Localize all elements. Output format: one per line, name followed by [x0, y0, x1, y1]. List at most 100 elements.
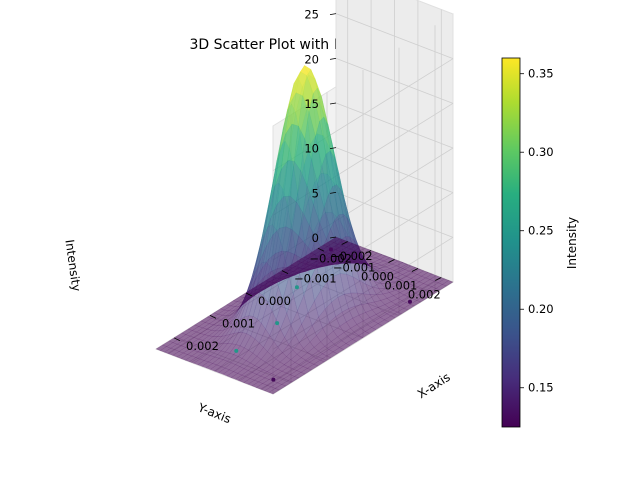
surface-cell	[335, 245, 347, 252]
z-tick-mark	[329, 147, 337, 150]
surface-cell	[341, 241, 354, 248]
x-tick-label: −0.001	[294, 272, 337, 286]
surface-cell	[284, 274, 295, 280]
surface-cell	[302, 362, 315, 369]
x-tick-mark	[281, 270, 289, 274]
surface-cell	[200, 341, 212, 348]
colorbar-tick-label: 0.15	[528, 381, 554, 395]
surface-cell	[396, 262, 408, 268]
surface-cell	[327, 124, 339, 173]
y-tick-label: 0.000	[361, 270, 394, 284]
z-tick-label: 25	[304, 8, 319, 22]
surface-cell	[375, 254, 387, 260]
y-tick-mark	[435, 277, 442, 281]
y-tick-mark	[364, 250, 372, 254]
z-axis-label: Intensity	[62, 239, 83, 293]
y-tick-mark	[388, 259, 395, 263]
surface-cell	[360, 263, 372, 266]
surface-cell	[362, 249, 374, 256]
y-tick-label: 0.001	[384, 279, 417, 293]
surface-plot	[155, 65, 454, 395]
x-tick-label: 0.001	[222, 316, 255, 330]
x-tick-mark	[209, 315, 217, 319]
surface-cell	[237, 368, 249, 376]
surface-cell	[214, 366, 226, 373]
surface-cell	[247, 292, 259, 299]
surface-cell	[253, 236, 265, 276]
surface-cell	[279, 275, 292, 280]
surface-cell	[220, 361, 232, 369]
colorbar-tick-label: 0.20	[528, 302, 554, 316]
surface-cell	[290, 260, 302, 267]
x-tick-mark	[317, 247, 325, 252]
scatter-point	[407, 299, 412, 304]
x-tick-label: 0.002	[186, 339, 219, 353]
surface-cell	[225, 322, 237, 336]
surface-cell	[414, 276, 427, 282]
surface-cell	[231, 356, 243, 365]
surface-cell	[377, 319, 390, 326]
surface-cell	[314, 250, 326, 257]
surface-cell	[213, 308, 225, 315]
x-tick-mark	[173, 337, 181, 342]
colorbar-label: Intensity	[565, 217, 579, 269]
surface-cell	[256, 285, 268, 291]
scatter-point	[234, 348, 239, 353]
surface-cell	[301, 352, 313, 361]
surface-cell	[329, 236, 341, 243]
x-tick-label: −0.002	[330, 249, 373, 263]
surface-cell	[374, 300, 386, 308]
scatter-point	[275, 321, 280, 326]
z-tick-label: 20	[304, 52, 319, 66]
surface-cell	[354, 328, 366, 336]
surface-cell	[228, 306, 240, 312]
colorbar	[501, 57, 521, 428]
surface-cell	[187, 324, 200, 331]
z-tick-label: 5	[312, 186, 319, 200]
surface-cell	[349, 256, 362, 262]
surface-cell	[388, 304, 400, 311]
surface-cell	[317, 165, 329, 209]
z-grid-right	[335, 191, 454, 238]
surface-cell	[162, 340, 174, 347]
surface-cell	[178, 347, 191, 354]
surface-cell	[317, 87, 329, 125]
surface-cell	[379, 255, 391, 262]
surface-cell	[392, 306, 405, 313]
surface-cell	[174, 332, 187, 339]
surface-cell	[416, 296, 428, 303]
z-tick-mark	[329, 236, 337, 239]
surface-cell	[350, 244, 362, 251]
surface-cell	[225, 312, 237, 325]
y-tick-mark	[411, 268, 419, 272]
z-grid-right	[335, 13, 454, 60]
surface-cell	[414, 288, 426, 295]
scatter-point	[328, 247, 333, 252]
surface-cell	[264, 276, 277, 282]
z-tick-mark	[329, 13, 337, 16]
colorbar-tick-label: 0.35	[528, 67, 554, 81]
surface-cell	[268, 227, 280, 260]
surface-cell	[290, 272, 302, 276]
x-tick-label: 0.000	[258, 294, 291, 308]
z-tick-mark	[329, 191, 337, 194]
surface-cell	[229, 319, 241, 335]
x-tick-mark	[245, 292, 253, 297]
surface-cell	[416, 283, 428, 290]
surface-cell	[218, 367, 230, 375]
surface-cell	[343, 328, 355, 337]
surface-cell	[224, 305, 236, 311]
surface-cell	[246, 352, 258, 364]
surface-cell	[187, 337, 199, 344]
y-tick-label: 0.002	[408, 288, 441, 302]
surface-cell	[385, 274, 397, 280]
y-tick-mark	[341, 241, 348, 245]
surface-cell	[221, 325, 233, 337]
surface-cell	[335, 311, 347, 327]
y-tick-label: −0.002	[309, 252, 352, 266]
z-tick-label: 0	[312, 231, 319, 245]
colorbar-tick-label: 0.30	[528, 145, 554, 159]
surface-cell	[182, 348, 195, 355]
surface-cell	[215, 315, 227, 321]
